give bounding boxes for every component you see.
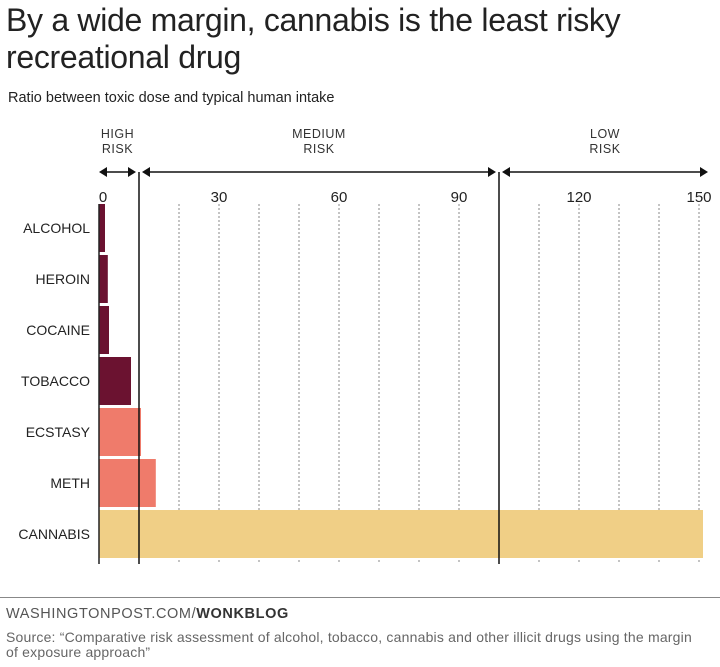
bars <box>99 204 703 558</box>
category-label-alcohol: ALCOHOL <box>23 220 90 236</box>
chart-subtitle: Ratio between toxic dose and typical hum… <box>8 90 335 106</box>
bar-alcohol <box>99 204 105 252</box>
risk-zone-medium-label-line-2: RISK <box>303 142 334 156</box>
chart-title: By a wide margin, cannabis is the least … <box>6 2 621 75</box>
category-label-cocaine: COCAINE <box>26 322 90 338</box>
risk-zone-medium-label-line-1: MEDIUM <box>292 127 346 141</box>
bar-cocaine <box>99 306 109 354</box>
category-labels: ALCOHOL HEROIN COCAINE TOBACCO ECSTASY METH CA… <box>18 220 90 542</box>
x-tick-label-90: 90 <box>451 189 468 206</box>
category-label-ecstasy: ECSTASY <box>26 424 91 440</box>
risk-zone-low-label-line-2: RISK <box>589 142 620 156</box>
risk-zone-low-label-line-1: LOW <box>590 127 620 141</box>
x-axis-ticks: 0 30 60 90 120 150 <box>99 189 712 206</box>
x-tick-label-60: 60 <box>331 189 348 206</box>
risk-zone-medium-arrow-right <box>488 167 496 177</box>
category-label-heroin: HEROIN <box>36 271 90 287</box>
footer-site: WASHINGTONPOST.COM/ <box>6 606 197 622</box>
x-tick-label-30: 30 <box>211 189 228 206</box>
risk-zone-high-label-line-1: HIGH <box>101 127 134 141</box>
category-label-cannabis: CANNABIS <box>18 526 90 542</box>
risk-zone-high-arrow-left <box>99 167 107 177</box>
bar-meth <box>99 459 156 507</box>
risk-zone-low-arrow-right <box>700 167 708 177</box>
gridlines <box>138 204 700 564</box>
x-tick-label-120: 120 <box>566 189 591 206</box>
x-tick-label-150: 150 <box>686 189 711 206</box>
category-label-meth: METH <box>50 475 90 491</box>
bar-heroin <box>99 255 108 303</box>
footer-credit: WASHINGTONPOST.COM/WONKBLOG <box>6 606 289 622</box>
risk-zone-low-arrow-left <box>502 167 510 177</box>
bar-ecstasy <box>99 408 141 456</box>
footer-source: Source: “Comparative risk assessment of … <box>6 629 692 660</box>
category-label-tobacco: TOBACCO <box>21 373 90 389</box>
risk-zone-high-label-line-2: RISK <box>102 142 133 156</box>
bar-tobacco <box>99 357 131 405</box>
footer-section: WONKBLOG <box>196 606 289 622</box>
risk-zone-medium-arrow-left <box>142 167 150 177</box>
risk-zone-high-arrow-right <box>128 167 136 177</box>
risk-threshold-lines <box>98 172 500 564</box>
bar-cannabis <box>99 510 703 558</box>
x-tick-label-0: 0 <box>99 189 107 206</box>
footer-divider <box>0 597 720 598</box>
